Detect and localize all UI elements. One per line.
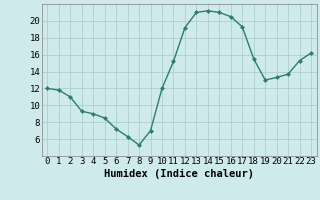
X-axis label: Humidex (Indice chaleur): Humidex (Indice chaleur) bbox=[104, 169, 254, 179]
